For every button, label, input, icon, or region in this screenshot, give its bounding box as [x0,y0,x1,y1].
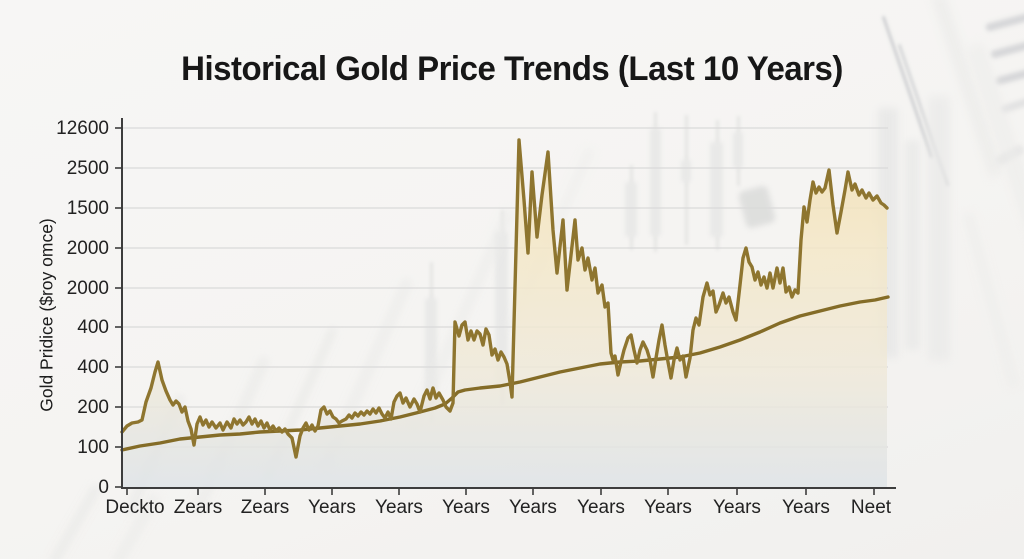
gold-price-area-fill [122,140,887,487]
trend-line-series [120,295,890,452]
x-tick-label: Years [509,497,557,518]
y-tick-label: 400 [77,317,109,338]
x-tick-label: Years [577,497,625,518]
x-tick-label: Years [308,497,356,518]
y-tick-label: 2000 [67,238,109,259]
x-tick-label: Deckto [105,497,164,518]
y-tick-label: 1500 [67,198,109,219]
chart-title: Historical Gold Price Trends (Last 10 Ye… [181,50,843,88]
y-tick-label: 2000 [67,278,109,299]
y-tick-label: 2500 [67,158,109,179]
x-tick-label: Years [644,497,692,518]
x-tick-label: Neet [851,497,892,518]
y-axis-title: Gold Pridice ($roy omce) [36,218,57,412]
x-tick-label: Years [782,497,830,518]
x-tick-label: Years [713,497,761,518]
y-tick-label: 12600 [56,118,109,139]
x-tick-label: Zears [241,497,290,518]
y-tick-label: 0 [98,477,109,498]
x-tick-label: Years [375,497,423,518]
x-tick-label: Zears [174,497,223,518]
price-line-series [120,138,889,459]
x-tick-label: Years [442,497,490,518]
y-tick-label: 100 [77,437,109,458]
y-tick-label: 400 [77,357,109,378]
y-tick-label: 200 [77,397,109,418]
